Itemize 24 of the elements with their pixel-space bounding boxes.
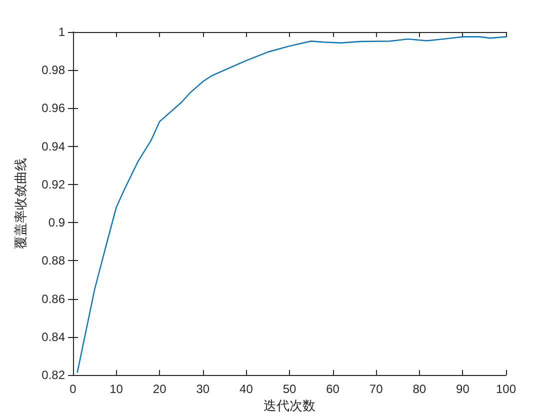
x-tick-label: 90	[456, 382, 470, 396]
y-axis-title: 覆盖率收敛曲线	[13, 158, 29, 249]
y-tick-label: 0.82	[42, 368, 66, 382]
x-tick-label: 20	[152, 382, 167, 396]
x-axis-title: 迭代次数	[264, 399, 316, 414]
x-tick-label: 60	[326, 382, 340, 396]
y-tick-label: 0.86	[42, 292, 66, 306]
x-tick-label: 10	[110, 382, 124, 396]
x-tick-label: 0	[70, 382, 77, 396]
y-tick-label: 0.84	[42, 330, 66, 344]
y-tick-label: 0.88	[42, 254, 66, 268]
y-tick-label: 0.96	[42, 101, 66, 116]
y-tick-label: 0.92	[42, 177, 66, 192]
x-tick-label: 50	[282, 382, 296, 396]
y-tick-label: 1	[58, 25, 66, 39]
x-tick-label: 100	[496, 382, 516, 396]
x-tick-label: 30	[196, 382, 210, 396]
x-tick-label: 40	[240, 382, 254, 396]
x-tick-label: 70	[369, 382, 384, 396]
y-tick-label: 0.9	[48, 216, 66, 230]
y-tick-label: 0.94	[42, 139, 66, 154]
x-tick-label: 80	[412, 382, 426, 396]
line-series	[76, 36, 507, 373]
y-tick-label: 0.98	[42, 63, 66, 78]
